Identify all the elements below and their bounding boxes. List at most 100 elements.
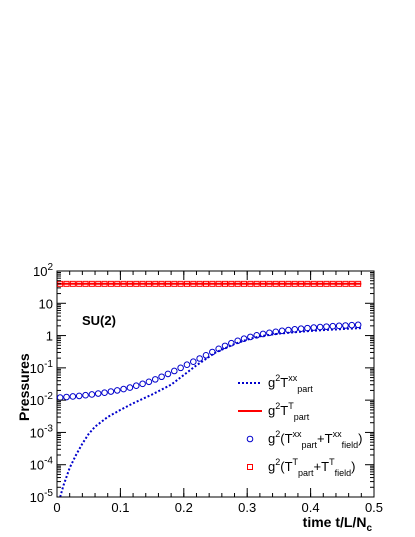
legend-sup: xx [333,429,343,439]
series-2-point [132,382,140,390]
series-3-point [209,280,216,287]
series-2-point [310,324,318,331]
series-2-point [247,333,254,341]
y-tick-label: 10-5 [30,488,54,505]
series-2-point [88,391,96,398]
legend-sub: field [342,440,359,450]
series-3-point [285,280,292,287]
series-2-point [94,390,102,397]
series-3-point [260,280,267,287]
y-axis-title: Pressures [16,353,32,421]
series-2-point [170,367,178,375]
series-3-point [355,280,362,287]
series-2-point [323,323,330,330]
y-tick-label: 102 [33,262,53,279]
legend-sup: T [329,457,335,467]
series-2-point [126,384,134,391]
series-3-point [228,280,235,287]
legend-g: g [268,459,275,474]
series-3-point [107,280,114,287]
series-2-point [107,388,115,395]
legend-sub: part [294,412,310,422]
series-2-point [209,348,216,356]
series-3-point [126,280,133,287]
series-3-point [69,280,76,287]
y-tick-exp: -2 [44,391,53,402]
series-2-point [297,325,305,333]
series-3-point [317,280,324,287]
chart-marks [56,280,362,498]
series-2-point [354,321,362,329]
plot-frame [56,270,375,498]
series-2-point [266,329,273,337]
series-3-point [272,280,279,287]
series-3-point [88,280,95,287]
series-3-point [95,280,102,287]
y-tick-base: 10 [30,458,44,473]
y-tick-label: 10-2 [30,391,54,408]
series-2-point [329,322,337,330]
legend-sub: part [302,440,318,450]
legend-symbol: T [280,375,288,390]
series-3-point [323,280,330,287]
series-3-point [177,280,184,287]
y-tick-label: 1 [46,329,53,344]
legend-sup: 2 [275,401,280,411]
legend-g: g [268,403,275,418]
series-3-point [215,280,222,287]
y-tick-base: 10 [33,264,47,279]
x-axis-title-main: time t/L/N [303,514,367,530]
series-2-point [202,351,210,359]
series-2-point [151,376,159,383]
series-2-point [190,358,197,366]
series-2-point [196,355,203,362]
legend-sup: 2 [275,373,280,383]
series-3-point [329,280,336,287]
y-tick-exp: 2 [47,262,53,273]
series-2-point [215,345,222,353]
x-axis: 0 0.1 0.2 0.3 0.4 0.5 [53,271,383,515]
series-3-point [336,280,343,287]
series-2-point [304,324,311,332]
series-3-point [266,280,273,287]
series-3-point [196,280,203,287]
series-2-point [63,393,70,401]
series-2-point [82,391,89,399]
annotation-label: SU(2) [82,313,116,328]
y-tick-exp: -3 [44,423,53,434]
series-2-point [145,378,153,386]
legend-symbol: ) [358,431,362,446]
series-2-point [221,342,229,350]
legend-sub: part [298,468,314,478]
series-3-point [342,280,349,287]
legend-sup: T [288,401,294,411]
series-2-point [113,387,121,394]
legend-sup: xx [293,429,303,439]
series-3-point [164,280,171,287]
series-2-point [259,330,267,338]
y-tick-label: 10-1 [30,359,54,376]
series-3-point [145,280,152,287]
series-3-point [101,280,108,287]
x-tick-label: 0 [53,500,60,515]
series-3-point [120,280,127,287]
series-3-point [291,280,298,287]
series-2-point [278,327,286,335]
series-2-point [291,326,299,333]
series-3-point [171,280,178,287]
y-tick-label: 10-3 [30,423,54,440]
legend-sup: 2 [275,457,280,467]
series-3-point [304,280,311,287]
x-tick-label: 0.4 [302,500,320,515]
legend-entry-label: g2(TTpart+TTfield) [268,457,355,478]
series-3-point [190,280,197,287]
legend-symbol: T [280,403,288,418]
series-3-point [183,280,190,287]
legend-entry-label: g2TTpart [268,401,310,422]
series-3-point [76,280,83,287]
series-2-point [69,393,77,400]
series-2-point [158,373,165,381]
y-tick-base: 10 [30,425,44,440]
legend-g: g [268,375,275,390]
series-2-point [285,326,292,334]
